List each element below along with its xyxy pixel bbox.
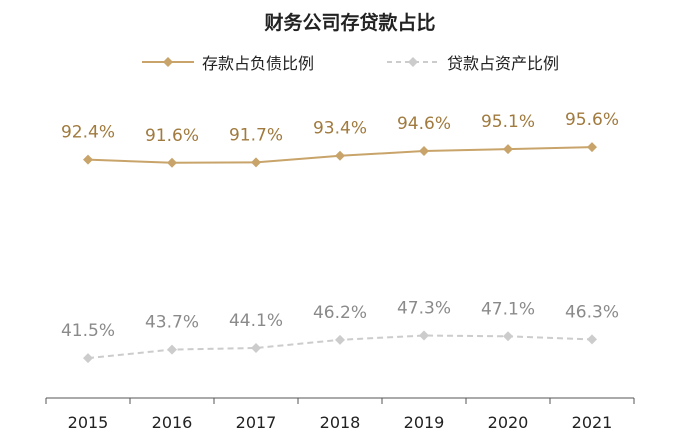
data-point-marker bbox=[167, 157, 177, 168]
x-tick-label: 2015 bbox=[68, 413, 109, 432]
data-label: 47.3% bbox=[397, 299, 451, 319]
data-point-marker bbox=[167, 344, 177, 355]
data-point-marker bbox=[419, 330, 429, 341]
data-label: 47.1% bbox=[481, 299, 535, 319]
x-tick-label: 2018 bbox=[320, 413, 361, 432]
x-tick-label: 2021 bbox=[572, 413, 613, 432]
data-label: 95.6% bbox=[565, 110, 619, 130]
data-label: 46.3% bbox=[565, 302, 619, 322]
legend-label-loan: 贷款占资产比例 bbox=[447, 54, 560, 73]
data-label: 92.4% bbox=[61, 123, 115, 143]
legend: 存款占负债比例 贷款占资产比例 bbox=[0, 50, 700, 74]
data-label: 93.4% bbox=[313, 119, 367, 139]
legend-label-deposit: 存款占负债比例 bbox=[202, 54, 315, 73]
data-point-marker bbox=[335, 334, 345, 345]
data-label: 91.7% bbox=[229, 125, 283, 145]
data-label: 41.5% bbox=[61, 321, 115, 341]
x-tick-label: 2016 bbox=[152, 413, 193, 432]
legend-swatch-loan bbox=[387, 57, 439, 67]
data-point-marker bbox=[335, 150, 345, 161]
data-point-marker bbox=[503, 144, 513, 155]
chart-title: 财务公司存贷款占比 bbox=[264, 12, 436, 34]
data-point-marker bbox=[83, 154, 93, 165]
data-point-marker bbox=[83, 353, 93, 364]
data-point-marker bbox=[503, 331, 513, 342]
data-point-marker bbox=[251, 157, 261, 168]
x-tick-label: 2020 bbox=[488, 413, 529, 432]
data-point-marker bbox=[587, 334, 597, 345]
data-label: 46.2% bbox=[313, 303, 367, 323]
data-point-marker bbox=[587, 142, 597, 153]
data-point-marker bbox=[251, 343, 261, 354]
data-label: 94.6% bbox=[397, 114, 451, 134]
x-tick-label: 2017 bbox=[236, 413, 277, 432]
x-tick-label: 2019 bbox=[404, 413, 445, 432]
legend-item-deposit: 存款占负债比例 bbox=[140, 50, 314, 74]
data-label: 91.6% bbox=[145, 126, 199, 146]
legend-item-loan: 贷款占资产比例 bbox=[385, 50, 559, 74]
data-label: 95.1% bbox=[481, 112, 535, 132]
data-point-marker bbox=[419, 146, 429, 157]
data-label: 43.7% bbox=[145, 313, 199, 333]
data-label: 44.1% bbox=[229, 311, 283, 331]
legend-swatch-deposit bbox=[142, 57, 194, 67]
